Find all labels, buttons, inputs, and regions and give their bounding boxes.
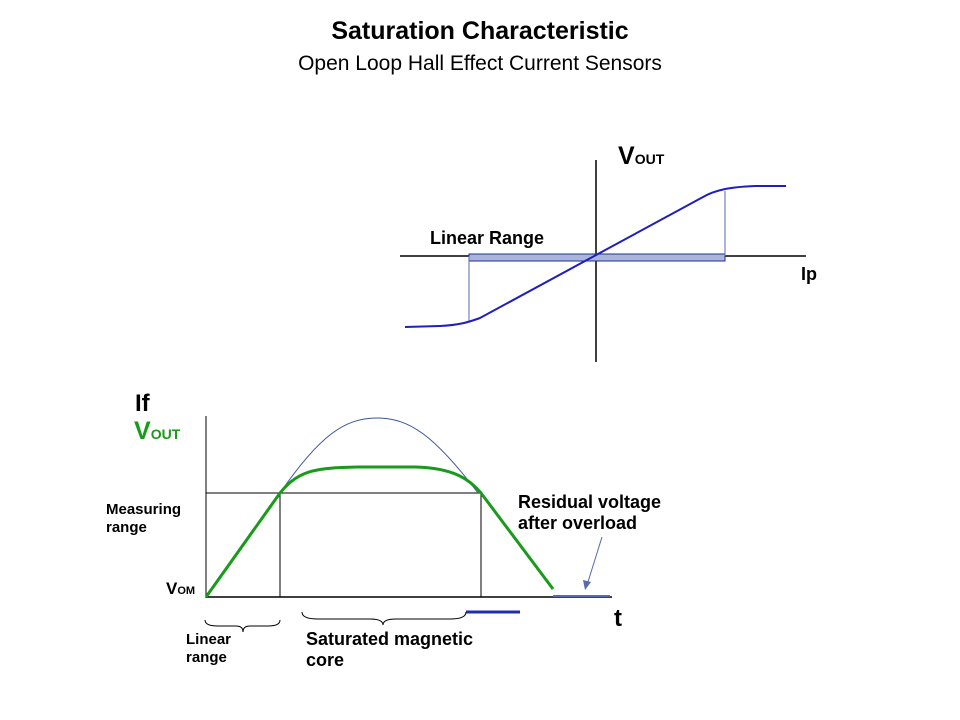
top-y-axis-label: VOUT [618,142,664,171]
linear-range-brace [204,619,281,633]
saturated-core-label: Saturated magnetic core [306,629,473,671]
top-x-axis-label: Ip [801,264,817,284]
saturated-core-brace [301,611,467,626]
slide-title: Saturation Characteristic [331,17,629,45]
bottom-y-label-vout-main: V [134,417,151,445]
saturated-core-label-line1: Saturated magnetic [306,629,474,649]
vout-curve [204,465,555,598]
residual-pointer-arrow [586,536,603,586]
measuring-range-label: Measuring range [106,501,181,537]
measuring-range-label-line1: Measuring [106,501,182,518]
slide-subtitle: Open Loop Hall Effect Current Sensors [298,52,662,75]
linear-range-label: Linear Range [430,228,545,248]
bottom-y-label-if: If [135,390,150,417]
residual-voltage-label-line1: Residual voltage [518,492,662,512]
residual-pointer-arrowhead [583,580,591,590]
top-y-axis-label-main: V [618,142,635,170]
bottom-y-label-vout: VOUT [134,417,180,446]
measuring-range-label-line2: range [106,519,147,536]
linear-range-brace-label-line2: range [186,649,227,666]
linear-range-brace-label-line1: Linear [186,631,232,648]
bottom-x-axis-label: t [614,605,622,632]
ideal-current-curve [279,417,479,494]
bottom-y-label-vout-sub: OUT [150,426,181,442]
transfer-curve [404,185,786,328]
vom-label: VOM [166,579,195,599]
residual-voltage-label: Residual voltage after overload [518,492,661,534]
vom-label-sub: OM [177,585,196,597]
vom-label-main: V [166,579,178,598]
top-y-axis-label-sub: OUT [634,151,665,167]
residual-voltage-label-line2: after overload [518,513,638,533]
saturated-core-label-line2: core [306,650,345,670]
linear-range-brace-label: Linear range [186,631,231,667]
